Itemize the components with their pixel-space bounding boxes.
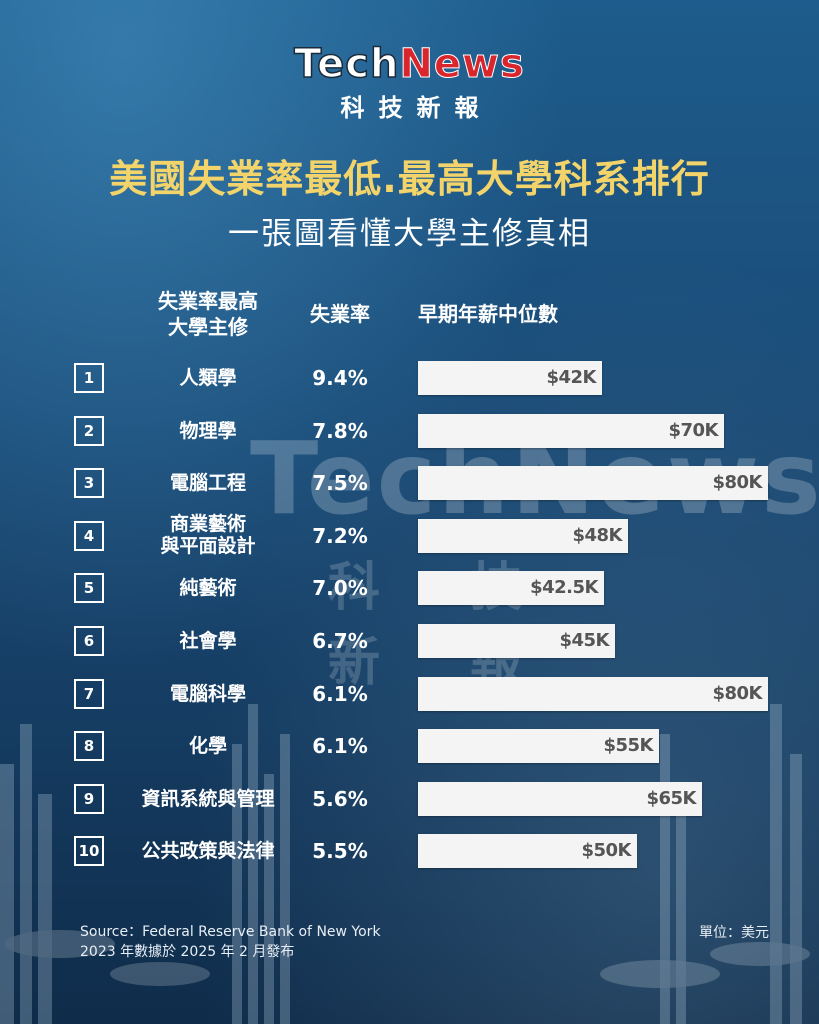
salary-label: $65K <box>646 787 696 809</box>
unemployment-rate: 9.4% <box>312 366 368 390</box>
rank-badge: 3 <box>74 468 104 499</box>
watermark-subtitle: 科技新報 <box>327 558 612 693</box>
unemployment-rate: 5.6% <box>312 786 368 811</box>
page-subtitle: 一張圖看懂大學主修真相 <box>228 216 591 252</box>
page-title: 美國失業率最低.最高大學科系排行 <box>109 157 710 201</box>
table-row: 9 資訊系統與管理 5.6% $65K <box>0 781 819 818</box>
salary-label: $45K <box>559 630 609 651</box>
logo-wordmark: TechNews <box>0 40 819 88</box>
major-name-line: 物理學 <box>179 419 237 442</box>
salary-bar: $55K <box>418 729 659 764</box>
major-name: 電腦工程 <box>108 472 308 494</box>
logo-subtitle: 科技新報 <box>340 94 493 122</box>
salary-label: $48K <box>572 524 622 546</box>
major-name-line: 與平面設計 <box>160 534 256 557</box>
background-chart-decoration <box>0 704 810 1024</box>
column-header-major-line2: 大學主修 <box>168 315 248 339</box>
rank-badge: 9 <box>74 783 104 814</box>
salary-label: $42K <box>546 367 596 388</box>
column-header-rate: 失業率 <box>310 302 370 326</box>
unemployment-rate: 7.0% <box>312 576 368 601</box>
table-row: 3 電腦工程 7.5% $80K <box>0 466 819 502</box>
rank-badge: 8 <box>74 731 104 762</box>
salary-label: $70K <box>668 419 718 441</box>
unit-note: 單位：美元 <box>699 925 769 941</box>
logo-tech: Tech <box>293 40 400 88</box>
major-name: 公共政策與法律 <box>108 840 308 862</box>
salary-label: $80K <box>712 472 762 494</box>
major-name: 商業藝術 與平面設計 <box>108 513 308 557</box>
table-row: 6 社會學 6.7% $45K <box>0 624 819 660</box>
table-row: 7 電腦科學 6.1% $80K <box>0 676 819 713</box>
major-name: 資訊系統與管理 <box>108 788 308 810</box>
unemployment-rate: 6.1% <box>312 734 368 759</box>
salary-bar: $42K <box>418 361 602 395</box>
source-line-1: Source：Federal Reserve Bank of New York <box>80 924 381 940</box>
column-header-salary: 早期年薪中位數 <box>418 302 558 326</box>
major-name-line: 純藝術 <box>179 577 237 600</box>
salary-bar: $42.5K <box>418 571 604 606</box>
unemployment-rate: 7.5% <box>312 471 368 496</box>
table-row: 10 公共政策與法律 5.5% $50K <box>0 834 819 870</box>
technews-logo: TechNews 科技新報 <box>0 40 819 123</box>
unemployment-rate: 5.5% <box>312 839 368 864</box>
major-name: 純藝術 <box>108 577 308 599</box>
salary-bar: $45K <box>418 624 615 658</box>
table-row: 5 純藝術 7.0% $42.5K <box>0 571 819 607</box>
unemployment-rate: 6.7% <box>312 629 368 653</box>
major-name-line: 人類學 <box>179 367 237 389</box>
salary-bar: $70K <box>418 413 724 448</box>
major-name-line: 資訊系統與管理 <box>141 787 275 810</box>
rank-badge: 10 <box>74 836 104 867</box>
salary-label: $80K <box>712 682 762 704</box>
rank-badge: 2 <box>74 415 104 446</box>
salary-label: $55K <box>603 735 653 757</box>
salary-bar: $80K <box>418 676 768 711</box>
major-name: 化學 <box>108 735 308 757</box>
major-name: 社會學 <box>108 630 308 652</box>
table-row: 1 人類學 9.4% $42K <box>0 361 819 397</box>
salary-bar: $80K <box>418 466 768 501</box>
logo-news: News <box>399 41 525 88</box>
major-name-line: 電腦科學 <box>169 682 246 705</box>
salary-bar: $50K <box>418 834 637 869</box>
major-name-line: 公共政策與法律 <box>141 840 275 863</box>
unemployment-rate: 7.8% <box>312 418 368 443</box>
rank-badge: 7 <box>74 678 104 709</box>
major-name: 物理學 <box>108 420 308 442</box>
salary-label: $42.5K <box>530 577 598 599</box>
source-line-2: 2023 年數據於 2025 年 2 月發布 <box>80 944 295 960</box>
rank-badge: 6 <box>74 626 104 656</box>
table-row: 2 物理學 7.8% $70K <box>0 413 819 450</box>
salary-bar: $48K <box>418 518 628 553</box>
major-name-line: 化學 <box>188 735 227 758</box>
column-header-major: 失業率最高 大學主修 <box>118 288 298 340</box>
unemployment-rate: 6.1% <box>312 681 368 706</box>
major-name-line: 社會學 <box>179 630 237 652</box>
major-name-line: 商業藝術 <box>169 512 246 535</box>
column-header-major-line1: 失業率最高 <box>158 289 258 313</box>
major-name: 人類學 <box>108 367 308 389</box>
rank-badge: 4 <box>74 520 104 551</box>
table-row: 4 商業藝術 與平面設計 7.2% $48K <box>0 513 819 557</box>
source-note: Source：Federal Reserve Bank of New York … <box>80 922 381 962</box>
table-row: 8 化學 6.1% $55K <box>0 729 819 765</box>
salary-label: $50K <box>581 840 631 862</box>
unemployment-rate: 7.2% <box>312 523 368 548</box>
rank-badge: 1 <box>74 363 104 393</box>
major-name-line: 電腦工程 <box>169 472 246 495</box>
rank-badge: 5 <box>74 573 104 604</box>
major-name: 電腦科學 <box>108 683 308 705</box>
salary-bar: $65K <box>418 781 702 816</box>
